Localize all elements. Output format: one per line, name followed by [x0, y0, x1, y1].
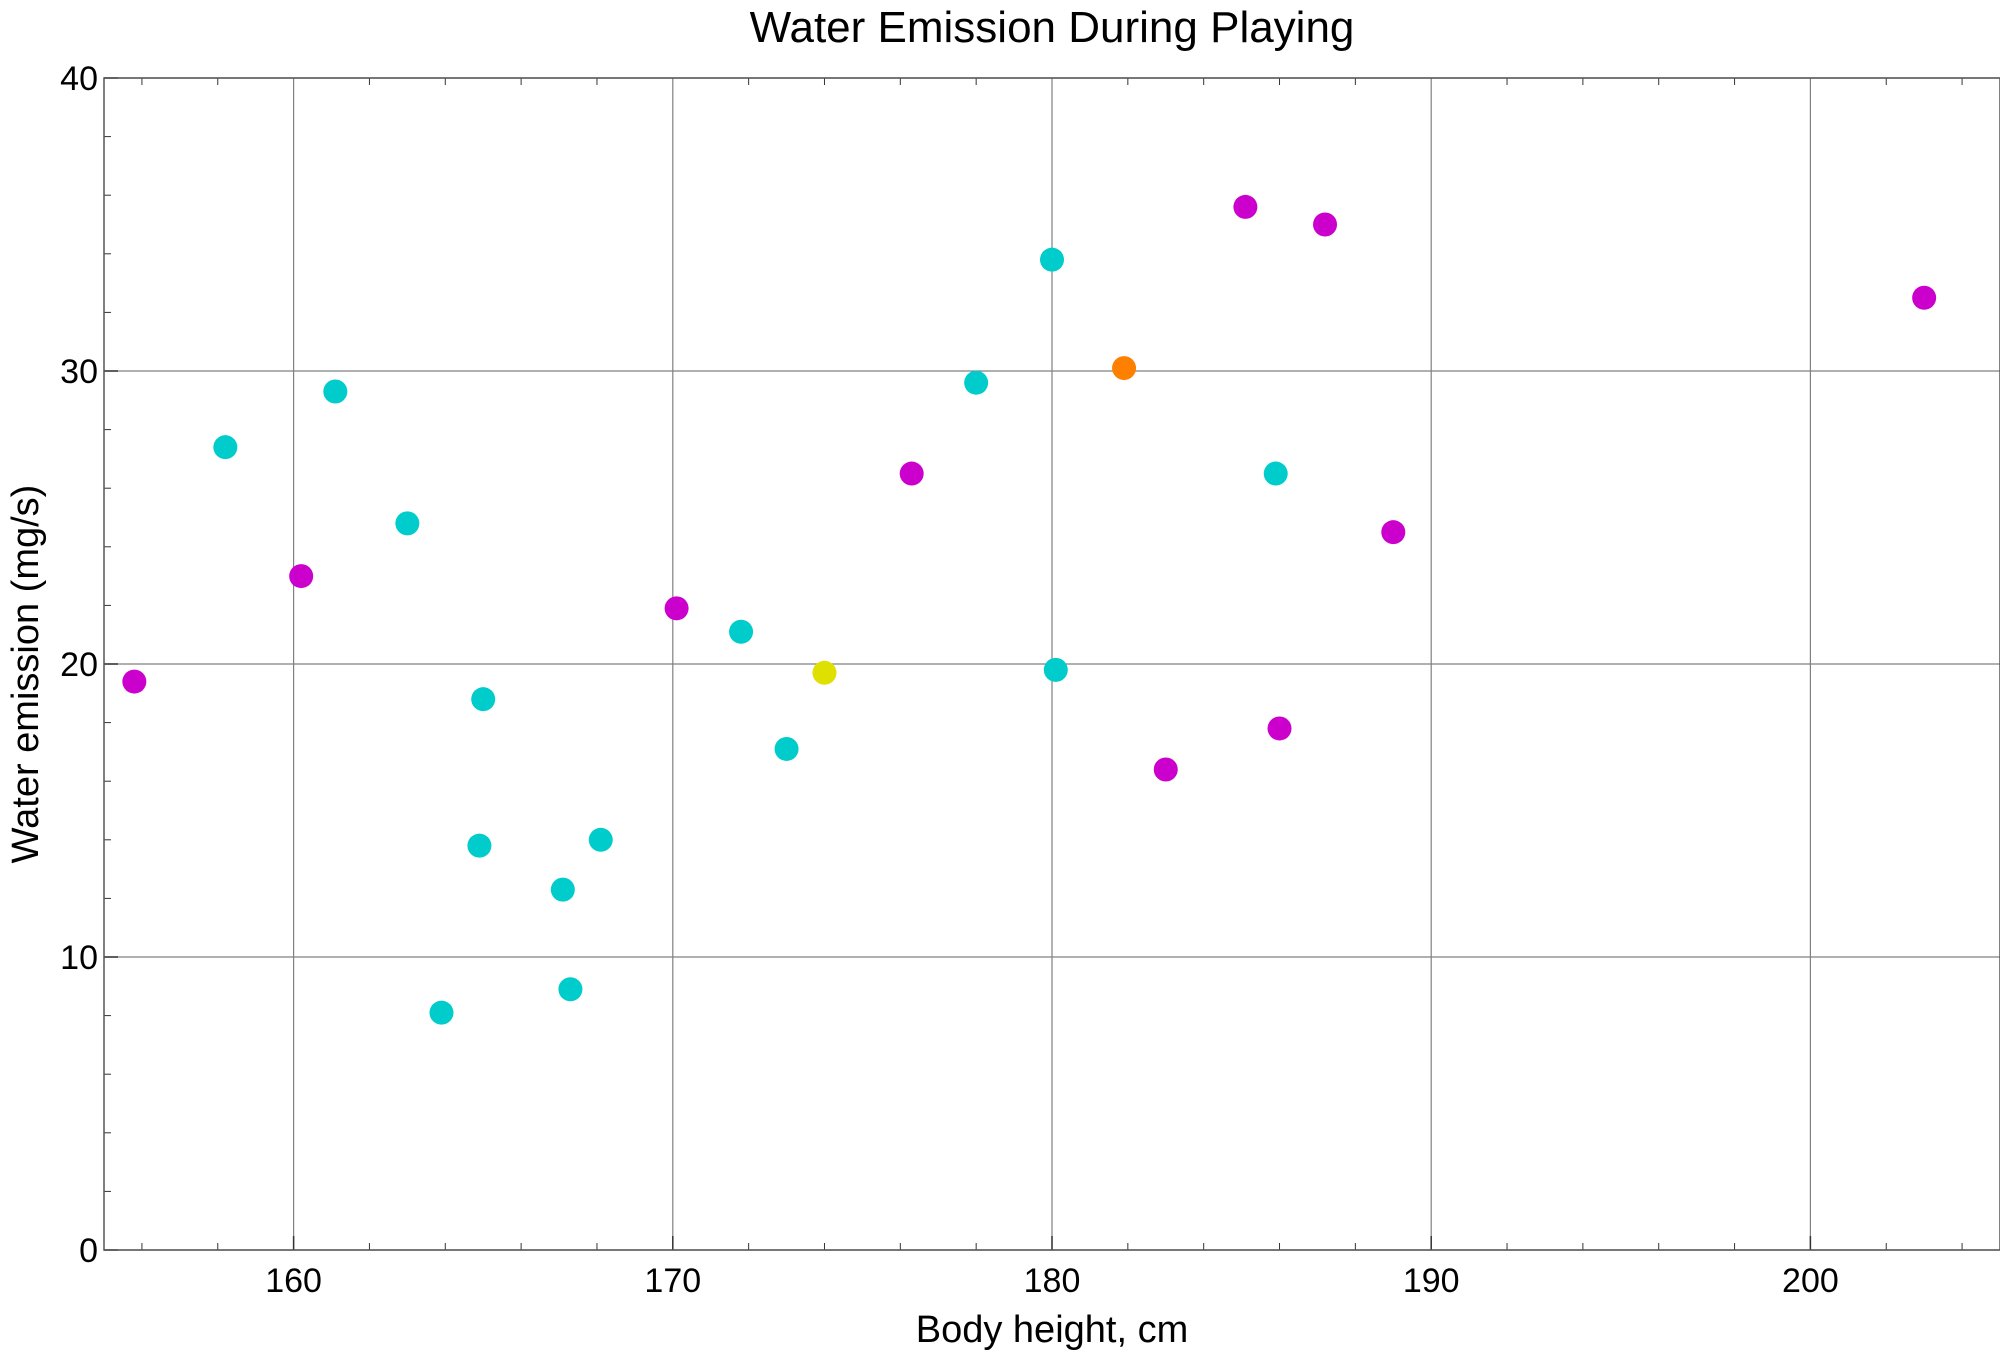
data-point — [395, 511, 420, 536]
data-point — [1381, 520, 1406, 545]
data-point — [550, 877, 575, 902]
plot-frame — [103, 77, 2000, 1251]
data-point — [1263, 461, 1288, 486]
chart-title: Water Emission During Playing — [750, 3, 1355, 52]
data-point — [429, 1000, 454, 1025]
y-tick-label: 30 — [60, 353, 98, 391]
data-point — [588, 827, 613, 852]
x-tick-label: 200 — [1782, 1262, 1839, 1300]
y-axis-label: Water emission (mg/s) — [5, 485, 47, 864]
x-axis-label: Body height, cm — [916, 1309, 1188, 1351]
x-tick-label: 160 — [265, 1262, 322, 1300]
data-point — [1153, 757, 1178, 782]
data-point — [1233, 194, 1258, 219]
data-point — [899, 461, 924, 486]
data-point — [1313, 212, 1338, 237]
x-tick-label: 190 — [1403, 1262, 1460, 1300]
data-point — [289, 564, 314, 589]
tick-labels: 160 170 180 190 200 0 10 20 30 40 — [60, 60, 1839, 1300]
y-tick-label: 0 — [79, 1232, 98, 1270]
data-point — [213, 435, 238, 460]
x-tick-label: 180 — [1024, 1262, 1081, 1300]
data-point — [558, 977, 583, 1002]
data-points — [122, 194, 1937, 1025]
y-tick-label: 20 — [60, 646, 98, 684]
data-point — [1267, 716, 1292, 741]
y-tick-label: 10 — [60, 939, 98, 977]
data-point — [812, 660, 837, 685]
data-point — [664, 596, 689, 621]
x-tick-label: 170 — [644, 1262, 701, 1300]
data-point — [964, 370, 989, 395]
data-point — [1040, 247, 1064, 272]
data-point — [1043, 657, 1068, 682]
data-point — [1912, 285, 1937, 310]
data-point — [1112, 356, 1137, 381]
minor-ticks — [104, 77, 1963, 1251]
data-point — [122, 669, 147, 694]
data-point — [729, 619, 754, 644]
data-point — [774, 736, 799, 761]
data-point — [467, 833, 492, 858]
data-point — [323, 379, 348, 404]
y-tick-label: 40 — [60, 60, 98, 98]
data-point — [471, 687, 496, 712]
